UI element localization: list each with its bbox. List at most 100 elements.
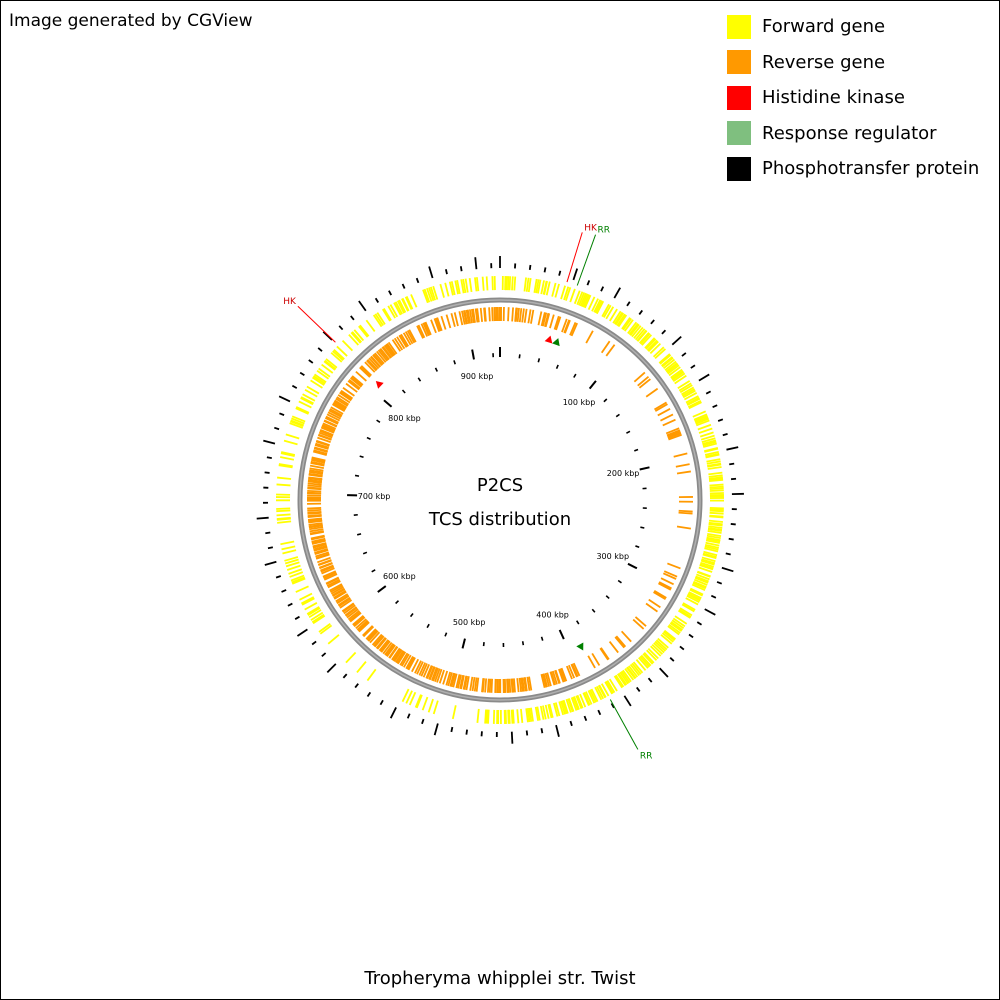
- forward-gene-mark: [359, 324, 370, 337]
- forward-gene-mark: [444, 282, 450, 297]
- reverse-gene-mark: [307, 509, 322, 512]
- forward-gene-mark: [525, 708, 529, 723]
- forward-gene-mark: [705, 541, 720, 547]
- forward-gene-mark: [511, 276, 514, 291]
- outer-mark: [291, 384, 298, 389]
- forward-gene-mark: [298, 400, 312, 409]
- forward-gene-mark: [476, 277, 480, 292]
- forward-gene-mark: [289, 422, 304, 429]
- reverse-gene-mark: [322, 570, 337, 578]
- forward-gene-mark: [682, 602, 696, 611]
- reverse-gene-mark: [331, 403, 346, 412]
- forward-gene-mark: [647, 340, 659, 353]
- major-tick: [627, 562, 638, 570]
- outer-mark: [636, 686, 641, 692]
- reverse-gene-mark: [379, 347, 390, 361]
- forward-gene-mark: [468, 277, 473, 293]
- forward-gene-mark: [709, 483, 724, 487]
- reverse-gene-mark: [366, 358, 378, 371]
- tick-label: 600 kbp: [383, 572, 416, 581]
- forward-gene-mark: [708, 474, 723, 478]
- minor-tick: [401, 389, 406, 394]
- forward-gene-mark: [692, 410, 707, 418]
- forward-gene-mark: [707, 466, 722, 470]
- outer-mark: [613, 287, 621, 299]
- tick-label: 100 kbp: [563, 398, 596, 407]
- forward-gene-mark: [578, 292, 586, 306]
- forward-gene-mark: [677, 380, 691, 390]
- outer-mark: [450, 726, 454, 733]
- outer-mark: [510, 731, 514, 744]
- outer-mark: [401, 283, 406, 289]
- outer-mark: [389, 707, 397, 719]
- forward-gene-mark: [695, 419, 710, 427]
- forward-gene-mark: [629, 663, 640, 677]
- forward-gene-mark: [706, 460, 721, 465]
- reverse-gene-mark: [544, 672, 550, 687]
- legend-swatch-histidine-kinase: [727, 85, 751, 110]
- outer-mark: [379, 699, 384, 706]
- reverse-gene-mark: [332, 402, 346, 411]
- forward-gene-mark: [688, 591, 702, 599]
- forward-gene-mark: [709, 508, 724, 511]
- forward-gene-mark: [678, 382, 692, 392]
- forward-gene-mark: [704, 544, 720, 549]
- forward-gene-mark: [671, 619, 685, 629]
- reverse-gene-mark: [514, 307, 519, 322]
- reverse-gene-mark: [668, 433, 682, 441]
- reverse-gene-mark: [336, 396, 350, 406]
- forward-gene-mark: [621, 317, 631, 330]
- forward-gene-mark: [694, 576, 709, 584]
- forward-gene-mark: [304, 388, 318, 398]
- reverse-gene-mark: [445, 671, 452, 686]
- reverse-gene-mark: [376, 350, 387, 363]
- reverse-gene-mark: [431, 667, 438, 681]
- outer-mark: [704, 608, 716, 616]
- forward-gene-mark: [405, 296, 414, 310]
- reverse-gene-mark: [660, 577, 675, 586]
- forward-gene-mark: [523, 277, 528, 292]
- outer-mark: [528, 264, 532, 271]
- forward-gene-mark: [622, 669, 632, 683]
- reverse-gene-mark: [435, 317, 442, 332]
- reverse-gene-mark: [459, 674, 464, 690]
- forward-gene-mark: [677, 609, 691, 619]
- legend-item-response-regulator: Response regulator: [727, 116, 979, 152]
- forward-gene-mark: [708, 476, 723, 480]
- reverse-gene-mark: [458, 311, 464, 326]
- reverse-gene-mark: [461, 310, 466, 325]
- feature-label: HK: [584, 223, 598, 233]
- forward-gene-mark: [705, 539, 720, 544]
- forward-gene-mark: [688, 401, 702, 410]
- outer-mark: [433, 723, 439, 736]
- reverse-gene-mark: [447, 672, 453, 687]
- forward-gene-mark: [283, 439, 298, 446]
- reverse-gene-mark: [355, 370, 367, 382]
- legend-label: Response regulator: [762, 122, 937, 144]
- forward-gene-mark: [575, 695, 583, 710]
- reverse-gene-mark: [372, 354, 383, 366]
- reverse-gene-mark: [460, 675, 465, 690]
- reverse-gene-mark: [520, 677, 524, 692]
- reverse-gene-mark: [653, 401, 667, 411]
- reverse-gene-mark: [383, 344, 394, 358]
- forward-gene-mark: [687, 592, 702, 601]
- tick-label: 700 kbp: [358, 492, 391, 501]
- reverse-gene-mark: [344, 606, 358, 617]
- forward-gene-mark: [642, 653, 654, 665]
- reverse-gene-mark: [352, 615, 365, 626]
- reverse-gene-mark: [559, 668, 566, 683]
- forward-gene-mark: [351, 331, 363, 343]
- reverse-gene-mark: [323, 573, 338, 581]
- reverse-gene-mark: [307, 491, 322, 495]
- reverse-gene-mark: [309, 464, 325, 470]
- forward-gene-mark: [619, 671, 629, 685]
- reverse-gene-mark: [318, 561, 333, 569]
- reverse-gene-track: [306, 306, 694, 694]
- forward-gene-mark: [277, 520, 292, 524]
- reverse-gene-mark: [568, 664, 576, 679]
- forward-gene-mark: [664, 360, 677, 371]
- reverse-gene-mark: [560, 667, 568, 682]
- forward-gene-mark: [295, 585, 309, 593]
- outer-mark: [600, 286, 605, 292]
